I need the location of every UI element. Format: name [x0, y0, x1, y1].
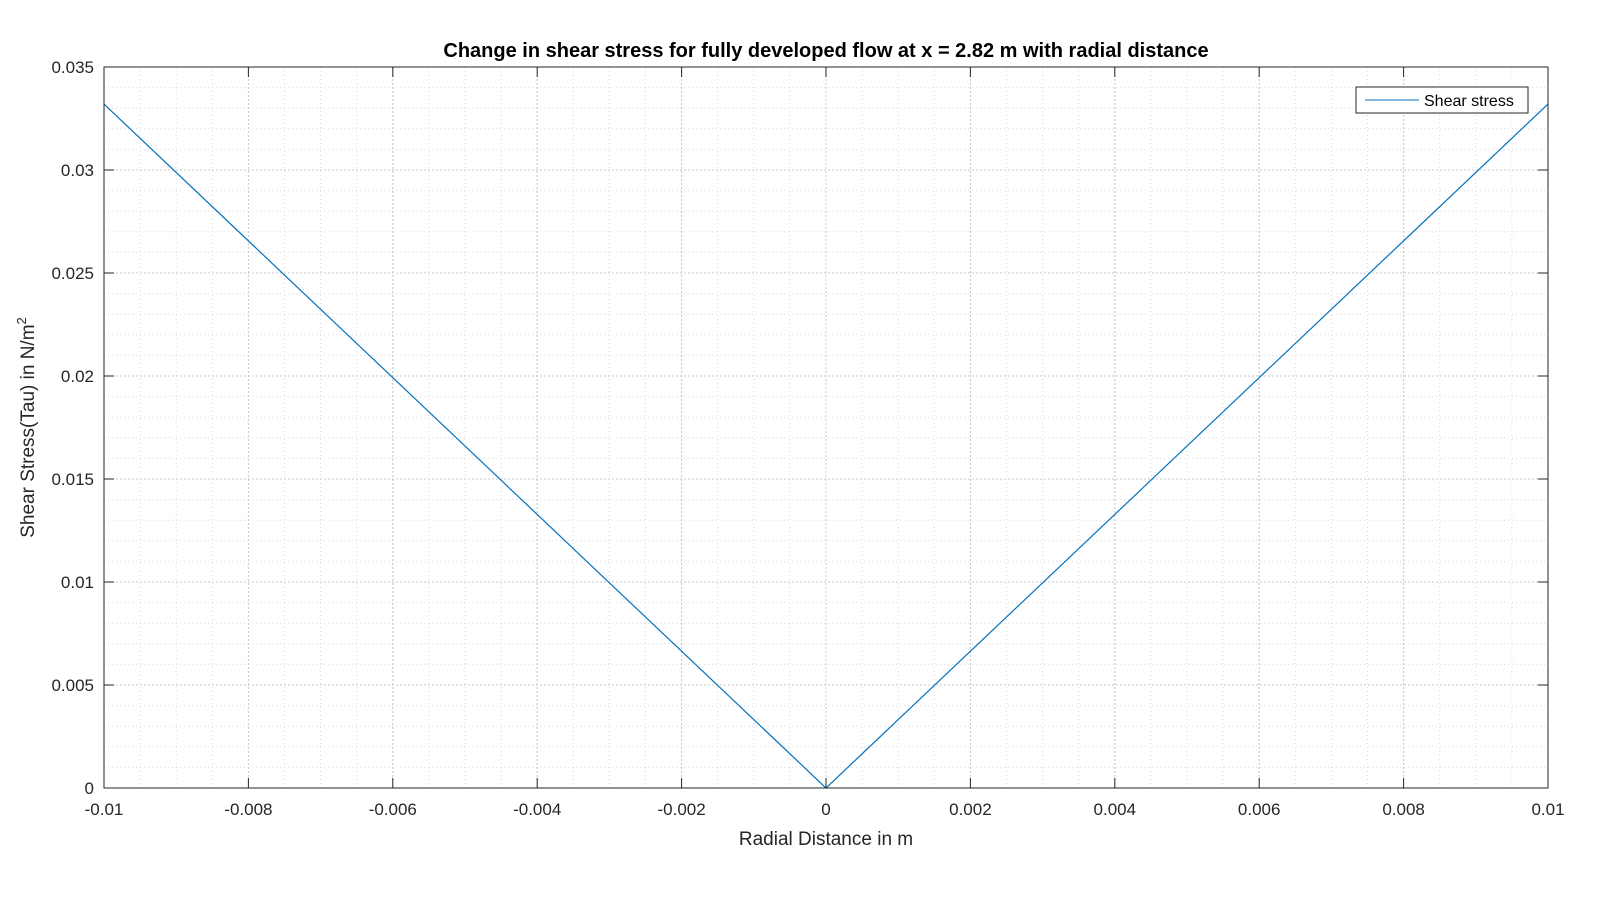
legend: Shear stress — [1355, 86, 1529, 114]
x-tick-label: -0.008 — [224, 800, 272, 819]
y-tick-label: 0.02 — [61, 367, 94, 386]
ticks: -0.01 -0.008 -0.006 -0.004 -0.002 0 0.002 0.004… — [51, 58, 1564, 819]
y-tick-label: 0.025 — [51, 264, 94, 283]
y-axis-label-superscript: 2 — [14, 317, 29, 324]
x-axis-label: Radial Distance in m — [739, 829, 913, 850]
x-tick-label: -0.01 — [85, 800, 124, 819]
x-tick-label: -0.002 — [657, 800, 705, 819]
x-tick-label: 0 — [821, 800, 830, 819]
x-tick-label: 0.006 — [1238, 800, 1281, 819]
y-axis-label: Shear Stress(Tau) in N/m2 — [14, 317, 39, 538]
legend-entry-shear-stress: Shear stress — [1424, 93, 1514, 110]
grid — [103, 66, 1549, 789]
y-axis-label-text: Shear Stress(Tau) in N/m — [18, 324, 39, 537]
x-tick-label: -0.006 — [369, 800, 417, 819]
x-tick-label: 0.004 — [1094, 800, 1137, 819]
y-tick-label: 0 — [85, 779, 94, 798]
y-tick-label: 0.01 — [61, 573, 94, 592]
x-tick-label: 0.002 — [949, 800, 992, 819]
y-tick-label: 0.005 — [51, 676, 94, 695]
chart-title: Change in shear stress for fully develop… — [443, 40, 1208, 62]
y-tick-label: 0.035 — [51, 58, 94, 77]
x-tick-label: 0.01 — [1531, 800, 1564, 819]
x-tick-label: -0.004 — [513, 800, 561, 819]
x-tick-label: 0.008 — [1382, 800, 1425, 819]
y-tick-label: 0.03 — [61, 161, 94, 180]
y-tick-label: 0.015 — [51, 470, 94, 489]
